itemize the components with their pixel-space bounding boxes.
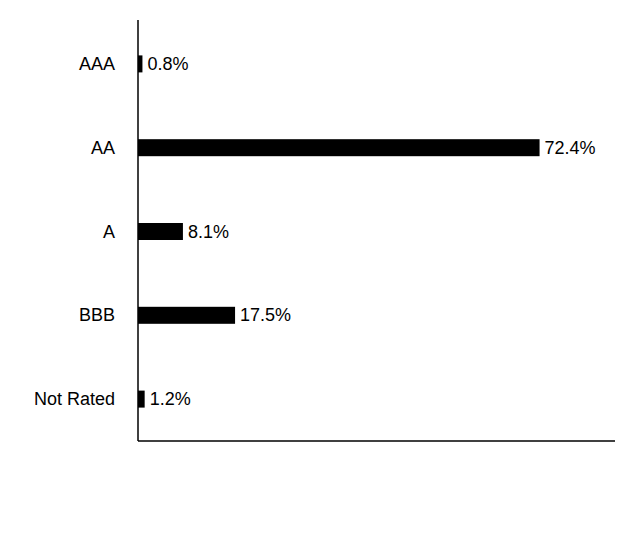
x-axis [138,440,615,442]
bar [138,307,235,324]
data-label: 8.1% [188,222,229,242]
category-label: AA [91,138,115,158]
bar [138,223,183,240]
data-label: 1.2% [150,389,191,409]
data-label: 72.4% [545,138,596,158]
bar [138,139,540,156]
data-label: 0.8% [147,54,188,74]
bars [138,55,540,407]
data-label: 17.5% [240,305,291,325]
y-axis [137,20,139,441]
category-label: Not Rated [34,389,115,409]
category-label: A [103,222,115,242]
category-label: AAA [79,54,115,74]
bar [138,391,145,408]
chart: AAAAAABBBNot Rated0.8%72.4%8.1%17.5%1.2% [0,0,636,552]
category-label: BBB [79,305,115,325]
